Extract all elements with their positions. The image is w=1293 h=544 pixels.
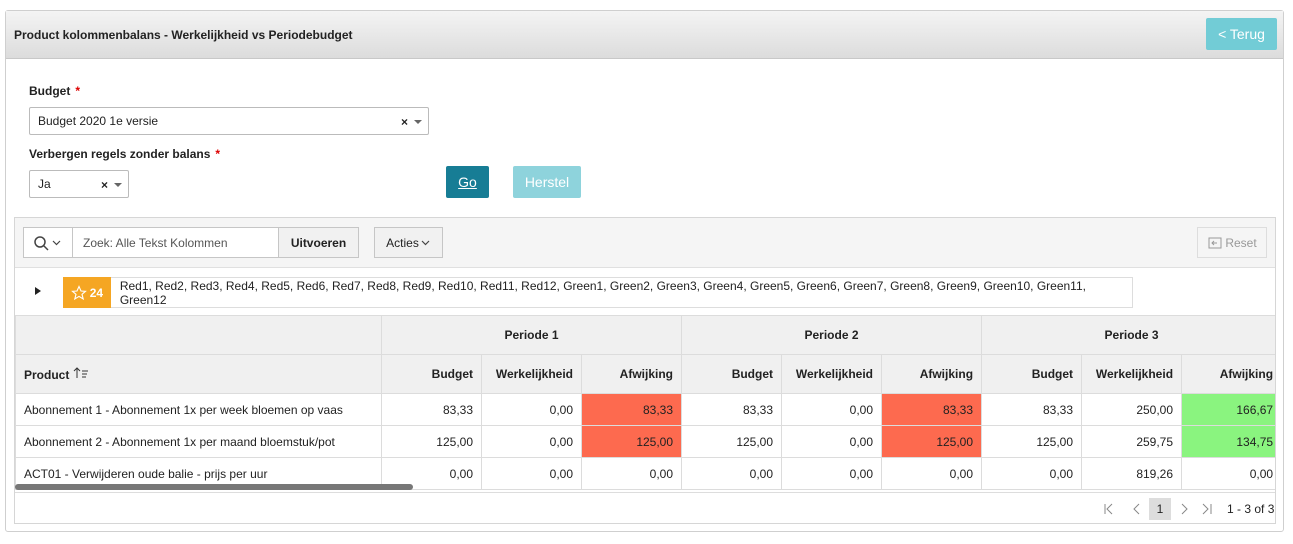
hide-label: Verbergen regels zonder balans * <box>29 147 220 161</box>
pagination: 1 1 - 3 of 3 <box>15 492 1275 524</box>
group-header: Periode 3 <box>981 315 1275 355</box>
chevron <box>421 240 430 245</box>
value-cell: 259,75 <box>1081 425 1183 458</box>
go-button[interactable]: Go <box>446 166 489 198</box>
expand-toggle[interactable] <box>34 286 42 296</box>
budget-select[interactable]: Budget 2020 1e versie × <box>29 107 429 135</box>
empty-header <box>15 315 382 355</box>
value-cell: 819,26 <box>1081 457 1183 490</box>
value-cell: 83,33 <box>881 393 983 426</box>
next-last-buttons[interactable] <box>1178 502 1218 516</box>
highlight-badge[interactable]: 24 <box>63 277 111 308</box>
required-mark: * <box>75 84 80 98</box>
product-cell: Abonnement 1 - Abonnement 1x per week bl… <box>15 393 382 426</box>
header-bar: Product kolommenbalans - Werkelijkheid v… <box>6 11 1283 59</box>
toolbar: Zoek: Alle Tekst Kolommen Uitvoeren Acti… <box>15 218 1275 268</box>
search-column-button[interactable] <box>23 227 73 258</box>
table-row: Abonnement 2 - Abonnement 1x per maand b… <box>15 425 1275 458</box>
group-header: Periode 2 <box>681 315 983 355</box>
column-header: Werkelijkheid <box>781 354 883 394</box>
value-cell: 134,75 <box>1181 425 1275 458</box>
value-cell: 0,00 <box>1181 457 1275 490</box>
run-button[interactable]: Uitvoeren <box>278 227 359 258</box>
value-cell: 0,00 <box>881 457 983 490</box>
filter-text: Red1, Red2, Red3, Red4, Red5, Red6, Red7… <box>119 278 1086 307</box>
table-row: Abonnement 1 - Abonnement 1x per week bl… <box>15 393 1275 426</box>
back-button[interactable]: < Terug <box>1206 18 1277 50</box>
group-header: Periode 1 <box>380 315 683 355</box>
star-icon <box>70 284 87 300</box>
value-cell: 166,67 <box>1181 393 1275 426</box>
sort-icon[interactable] <box>73 366 89 379</box>
column-header: Afwijking <box>881 354 983 394</box>
value-cell: 0,00 <box>481 425 582 458</box>
page-range: 1 - 3 of 3 <box>1227 502 1275 516</box>
product-cell: Abonnement 2 - Abonnement 1x per maand b… <box>15 425 382 458</box>
required-mark: * <box>215 147 221 161</box>
panel: Product kolommenbalans - Werkelijkheid v… <box>5 10 1284 532</box>
value-cell: 0,00 <box>580 457 683 490</box>
value-cell: 0,00 <box>481 393 582 426</box>
column-header: Afwijking <box>1181 354 1275 394</box>
value-cell: 83,33 <box>681 393 783 426</box>
select-value: Ja <box>38 177 51 191</box>
reset-icon <box>1208 237 1222 248</box>
column-header: Afwijking <box>580 354 683 394</box>
search-input[interactable]: Zoek: Alle Tekst Kolommen <box>72 227 279 258</box>
column-header-row: Product Budget Werkelijkheid Afwijking Budge… <box>15 354 1275 394</box>
reset-form-button[interactable]: Herstel <box>513 166 581 198</box>
table-wrap: Periode 1 Periode 2 Periode 3 Product Budget… <box>15 315 1275 490</box>
value-cell: 125,00 <box>580 425 683 458</box>
budget-label: Budget * <box>29 84 80 98</box>
report-region: Zoek: Alle Tekst Kolommen Uitvoeren Acti… <box>14 217 1276 524</box>
value-cell: 0,00 <box>981 457 1083 490</box>
value-cell: 0,00 <box>481 457 582 490</box>
label-text: Verbergen regels zonder balans <box>29 147 211 161</box>
reset-button[interactable]: Reset <box>1197 227 1267 258</box>
label-text: Budget <box>29 84 71 98</box>
button-text: Acties <box>386 235 419 250</box>
page-title: Product kolommenbalans - Werkelijkheid v… <box>14 28 353 42</box>
select-value: Budget 2020 1e versie <box>38 114 159 128</box>
value-cell: 125,00 <box>881 425 983 458</box>
column-header: Product <box>15 354 382 394</box>
value-cell: 0,00 <box>781 425 883 458</box>
value-cell: 83,33 <box>981 393 1083 426</box>
scrollbar[interactable] <box>15 484 413 490</box>
page-number[interactable]: 1 <box>1149 498 1171 520</box>
value-cell: 0,00 <box>381 457 482 490</box>
hide-select[interactable]: Ja × <box>29 170 129 198</box>
dropdown-arrow <box>114 183 122 187</box>
column-header: Budget <box>681 354 783 394</box>
button-text: Reset <box>1225 235 1257 250</box>
value-cell: 83,33 <box>580 393 683 426</box>
filter-bar: 24 Red1, Red2, Red3, Red4, Red5, Red6, R… <box>63 277 1133 308</box>
group-header-row: Periode 1 Periode 2 Periode 3 <box>15 315 1275 355</box>
data-table: Periode 1 Periode 2 Periode 3 Product Budget… <box>15 315 1275 490</box>
value-cell: 0,00 <box>681 457 783 490</box>
clear-button[interactable]: × <box>401 115 409 129</box>
column-header: Budget <box>981 354 1083 394</box>
value-cell: 0,00 <box>781 393 883 426</box>
value-cell: 83,33 <box>381 393 482 426</box>
column-header: Werkelijkheid <box>1081 354 1183 394</box>
dropdown-arrow <box>414 120 422 124</box>
actions-button[interactable]: Acties <box>374 227 443 258</box>
first-prev-buttons[interactable] <box>1103 502 1153 516</box>
badge-count: 24 <box>89 285 104 300</box>
value-cell: 250,00 <box>1081 393 1183 426</box>
column-header: Werkelijkheid <box>481 354 582 394</box>
value-cell: 125,00 <box>381 425 482 458</box>
value-cell: 0,00 <box>781 457 883 490</box>
search-icon <box>34 235 61 251</box>
value-cell: 125,00 <box>681 425 783 458</box>
value-cell: 125,00 <box>981 425 1083 458</box>
column-header: Budget <box>381 354 482 394</box>
clear-button[interactable]: × <box>101 178 109 192</box>
